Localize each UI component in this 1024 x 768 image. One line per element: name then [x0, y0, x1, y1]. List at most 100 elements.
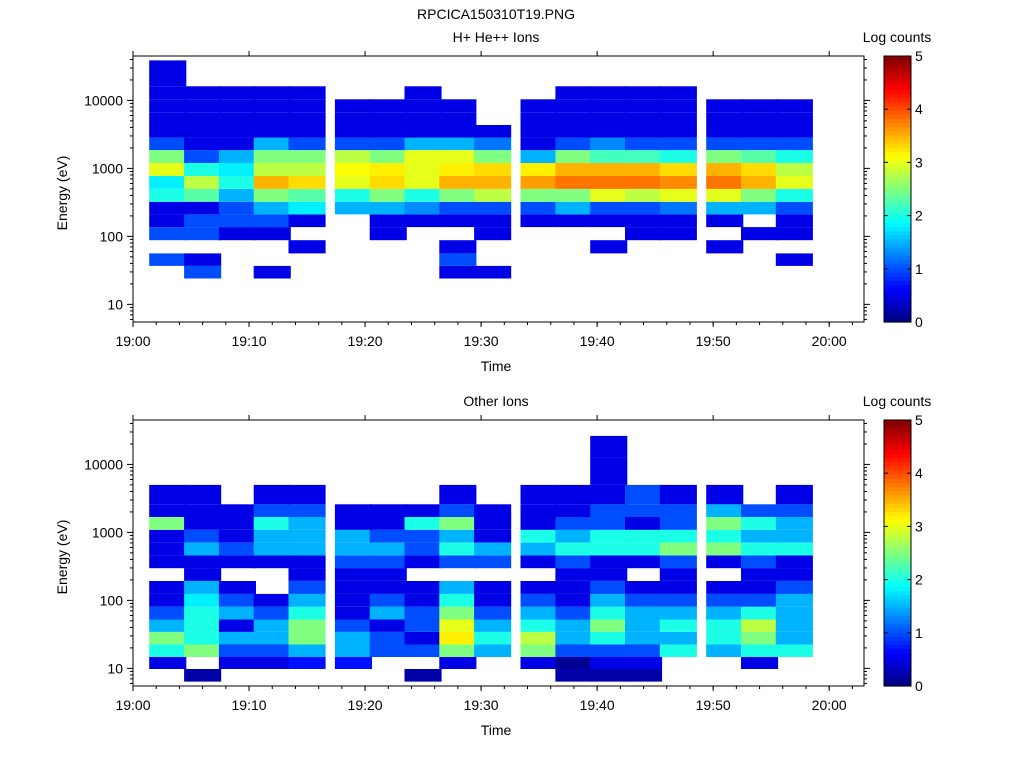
heatmap-cell: [439, 265, 477, 279]
heatmap-cell: [625, 632, 663, 645]
colorbar-step: [884, 197, 911, 203]
colorbar-step: [884, 644, 911, 650]
heatmap-cell: [659, 581, 697, 594]
colorbar-step: [884, 288, 911, 294]
heatmap-cell: [775, 189, 813, 202]
heatmap-cell: [184, 176, 222, 189]
colorbar-step: [884, 263, 911, 269]
heatmap-cell: [520, 137, 558, 151]
heatmap-cell: [775, 581, 813, 594]
x-tick-label: 19:50: [696, 333, 731, 349]
heatmap-cell: [253, 265, 291, 279]
heatmap-cell: [184, 669, 222, 682]
colorbar-step: [884, 172, 911, 178]
colorbar-step: [884, 297, 911, 302]
heatmap-cell: [404, 581, 442, 594]
heatmap-cell: [369, 568, 407, 581]
heatmap-cell: [555, 529, 593, 543]
x-tick-label: 19:20: [348, 697, 383, 713]
colorbar-step: [884, 432, 911, 438]
heatmap-cell: [369, 529, 407, 543]
heatmap-cell: [184, 189, 222, 202]
heatmap-cell: [404, 86, 442, 100]
colorbar-step: [884, 420, 911, 425]
heatmap-cell: [288, 214, 326, 228]
heatmap-cell: [520, 644, 558, 657]
heatmap-cell: [334, 568, 372, 581]
heatmap-cell: [775, 504, 813, 517]
heatmap-cell: [555, 606, 593, 620]
colorbar-step: [884, 440, 911, 446]
colorbar-step: [884, 284, 911, 290]
colorbar-step: [884, 122, 911, 128]
heatmap-cell: [149, 529, 187, 543]
heatmap-cell: [218, 201, 256, 215]
heatmap-cell: [520, 201, 558, 215]
panel-other-ions: Other Ions Time Energy (eV) Log counts 1…: [54, 393, 931, 738]
heatmap-cell: [288, 619, 326, 632]
heatmap-cell: [253, 657, 291, 669]
colorbar-step: [884, 134, 911, 140]
heatmap-cell: [590, 669, 628, 682]
heatmap-cell: [184, 632, 222, 645]
heatmap-cell: [288, 176, 326, 189]
heatmap-cell: [149, 517, 187, 530]
x-axis-label: Time: [481, 722, 512, 738]
heatmap-cell: [288, 240, 326, 254]
heatmap-cell: [288, 504, 326, 517]
heatmap-cell: [334, 644, 372, 657]
heatmap-cell: [555, 669, 593, 682]
heatmap-cell: [659, 555, 697, 569]
heatmap-cell: [149, 632, 187, 645]
heatmap-cell: [520, 632, 558, 645]
heatmap-cell: [184, 99, 222, 113]
heatmap-cell: [218, 644, 256, 657]
heatmap-cell: [590, 529, 628, 543]
heatmap-cells: [149, 60, 813, 279]
heatmap-cell: [775, 555, 813, 569]
heatmap-cell: [369, 606, 407, 620]
heatmap-cell: [184, 644, 222, 657]
x-tick-label: 19:50: [696, 697, 731, 713]
heatmap-cell: [555, 112, 593, 125]
heatmap-cell: [775, 644, 813, 657]
heatmap-cell: [218, 137, 256, 151]
heatmap-cell: [184, 265, 222, 279]
heatmap-cell: [369, 99, 407, 113]
heatmap-cell: [706, 484, 744, 505]
heatmap-cell: [184, 214, 222, 228]
colorbar-step: [884, 627, 911, 633]
heatmap-cell: [775, 593, 813, 607]
heatmap-cell: [218, 593, 256, 607]
heatmap-cell: [474, 606, 512, 620]
heatmap-cell: [439, 632, 477, 645]
heatmap-cell: [334, 163, 372, 176]
x-tick-label: 19:30: [464, 697, 499, 713]
heatmap-cell: [404, 125, 442, 138]
heatmap-cell: [288, 606, 326, 620]
colorbar-tick-label: 4: [915, 101, 923, 117]
heatmap-cell: [218, 227, 256, 241]
heatmap-cell: [520, 593, 558, 607]
heatmap-cell: [741, 99, 779, 113]
colorbar-step: [884, 218, 911, 223]
heatmap-cell: [659, 568, 697, 581]
heatmap-cell: [625, 214, 663, 228]
heatmap-cell: [149, 555, 187, 569]
colorbar-step: [884, 536, 911, 542]
heatmap-cell: [474, 632, 512, 645]
heatmap-cell: [706, 214, 744, 228]
heatmap-cell: [520, 529, 558, 543]
heatmap-cell: [218, 86, 256, 100]
heatmap-cell: [706, 555, 744, 569]
colorbar-step: [884, 577, 911, 583]
heatmap-cell: [439, 484, 477, 505]
colorbar-step: [884, 498, 911, 504]
heatmap-cell: [555, 125, 593, 138]
colorbar-step: [884, 561, 911, 567]
colorbar-step: [884, 118, 911, 124]
heatmap-cell: [253, 632, 291, 645]
heatmap-cell: [184, 86, 222, 100]
heatmap-cell: [218, 657, 256, 669]
heatmap-cell: [149, 163, 187, 176]
